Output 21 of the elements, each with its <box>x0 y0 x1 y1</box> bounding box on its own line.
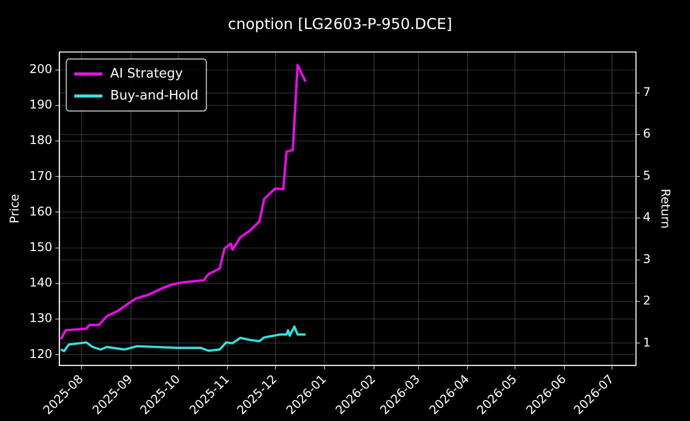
y-tick-label: 140 <box>29 276 52 290</box>
y2-tick-label: 6 <box>642 126 651 141</box>
y-tick-label: 160 <box>29 204 52 218</box>
y-tick-label: 180 <box>29 133 52 148</box>
y2-tick-label: 1 <box>642 335 651 350</box>
y-tick-label: 150 <box>29 240 52 254</box>
y-tick-label: 200 <box>29 62 52 76</box>
y-tick-label: 120 <box>29 346 52 361</box>
y-axis-title: Price <box>7 194 22 224</box>
chart-title: cnoption [LG2603-P-950.DCE] <box>228 14 452 33</box>
legend-label: Buy-and-Hold <box>110 88 198 104</box>
y-tick-label: 130 <box>29 311 52 326</box>
y-tick-label: 190 <box>29 98 52 112</box>
y2-tick-label: 4 <box>642 210 651 224</box>
y2-tick-label: 5 <box>642 168 651 182</box>
y-tick-label: 170 <box>29 168 52 183</box>
y2-tick-label: 2 <box>642 294 651 308</box>
y2-tick-label: 7 <box>642 85 651 100</box>
y2-axis-title: Return <box>658 188 673 229</box>
legend-label: AI Strategy <box>110 66 184 82</box>
y2-tick-label: 3 <box>642 252 651 266</box>
